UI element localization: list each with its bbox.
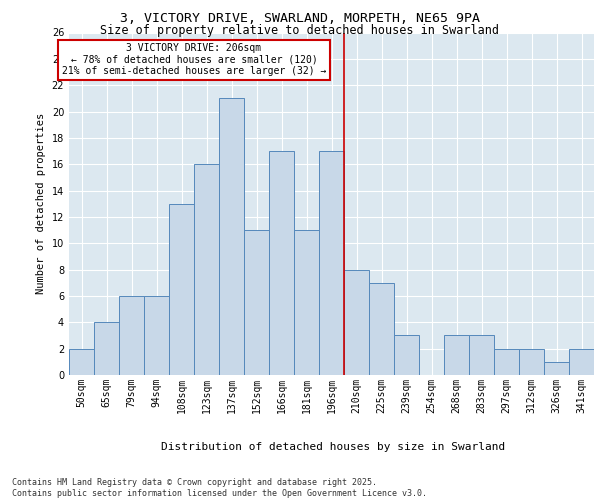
Bar: [444, 336, 469, 375]
Bar: [544, 362, 569, 375]
Bar: [519, 348, 544, 375]
Text: 3 VICTORY DRIVE: 206sqm
← 78% of detached houses are smaller (120)
21% of semi-d: 3 VICTORY DRIVE: 206sqm ← 78% of detache…: [62, 43, 326, 76]
Text: Contains HM Land Registry data © Crown copyright and database right 2025.
Contai: Contains HM Land Registry data © Crown c…: [12, 478, 427, 498]
Bar: [169, 204, 194, 375]
Bar: [319, 151, 344, 375]
Bar: [144, 296, 169, 375]
Bar: [219, 98, 244, 375]
Bar: [344, 270, 369, 375]
Bar: [294, 230, 319, 375]
Text: Distribution of detached houses by size in Swarland: Distribution of detached houses by size …: [161, 442, 505, 452]
Bar: [469, 336, 494, 375]
Bar: [394, 336, 419, 375]
Bar: [569, 348, 594, 375]
Bar: [494, 348, 519, 375]
Bar: [369, 283, 394, 375]
Bar: [94, 322, 119, 375]
Text: 3, VICTORY DRIVE, SWARLAND, MORPETH, NE65 9PA: 3, VICTORY DRIVE, SWARLAND, MORPETH, NE6…: [120, 12, 480, 24]
Bar: [69, 348, 94, 375]
Y-axis label: Number of detached properties: Number of detached properties: [36, 113, 46, 294]
Bar: [269, 151, 294, 375]
Bar: [244, 230, 269, 375]
Text: Size of property relative to detached houses in Swarland: Size of property relative to detached ho…: [101, 24, 499, 37]
Bar: [194, 164, 219, 375]
Bar: [119, 296, 144, 375]
